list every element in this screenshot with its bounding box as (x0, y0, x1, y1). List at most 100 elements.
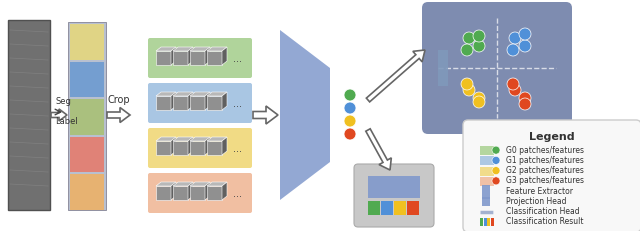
Bar (480, 218, 483, 226)
Polygon shape (173, 137, 193, 141)
Circle shape (509, 32, 521, 44)
Text: ...: ... (234, 54, 243, 64)
Bar (156, 186, 171, 200)
Text: Classification Head: Classification Head (506, 207, 580, 216)
Circle shape (461, 44, 473, 56)
Text: G0 patches/features: G0 patches/features (506, 146, 584, 155)
Bar (490, 218, 493, 226)
Bar (190, 141, 205, 155)
Polygon shape (205, 137, 210, 155)
Text: Feature Extractor: Feature Extractor (506, 187, 573, 196)
Polygon shape (205, 92, 210, 110)
Bar (70, 24, 104, 60)
Polygon shape (190, 92, 210, 96)
Circle shape (492, 177, 500, 185)
FancyBboxPatch shape (354, 164, 434, 227)
Text: G2 patches/features: G2 patches/features (506, 166, 584, 175)
Text: Crop: Crop (107, 95, 130, 105)
Circle shape (507, 78, 519, 90)
Circle shape (492, 167, 500, 175)
Bar (70, 174, 104, 210)
Bar (487, 218, 490, 226)
Bar (381, 201, 393, 215)
Text: Seg: Seg (55, 97, 71, 106)
Circle shape (509, 84, 521, 96)
Bar (156, 51, 171, 65)
Circle shape (519, 40, 531, 52)
Circle shape (463, 32, 475, 44)
Circle shape (519, 92, 531, 104)
Circle shape (473, 30, 485, 42)
FancyBboxPatch shape (148, 173, 252, 213)
Polygon shape (188, 137, 193, 155)
Bar (407, 201, 419, 215)
Circle shape (519, 98, 531, 110)
Text: Projection Head: Projection Head (506, 197, 566, 206)
Bar (173, 51, 188, 65)
Polygon shape (188, 47, 193, 65)
Bar (70, 99, 104, 135)
Bar (482, 185, 490, 199)
Bar (368, 201, 380, 215)
Polygon shape (366, 50, 425, 102)
Text: ...: ... (234, 144, 243, 154)
Bar (173, 141, 188, 155)
Bar (70, 137, 104, 172)
Bar (68, 22, 106, 210)
Circle shape (507, 44, 519, 56)
FancyBboxPatch shape (148, 83, 252, 123)
Circle shape (344, 115, 356, 127)
Polygon shape (171, 137, 176, 155)
Polygon shape (190, 137, 210, 141)
Polygon shape (205, 47, 210, 65)
Polygon shape (156, 92, 176, 96)
Bar (70, 62, 104, 97)
Bar (190, 96, 205, 110)
Bar (480, 146, 494, 155)
Bar (8, 20, 50, 210)
Circle shape (344, 102, 356, 114)
Bar (190, 186, 205, 200)
Text: G3 patches/features: G3 patches/features (506, 176, 584, 185)
Polygon shape (222, 92, 227, 110)
FancyBboxPatch shape (148, 128, 252, 168)
Polygon shape (188, 92, 193, 110)
Circle shape (473, 96, 485, 108)
Text: ...: ... (234, 99, 243, 109)
Text: ...: ... (234, 189, 243, 199)
Polygon shape (222, 137, 227, 155)
Polygon shape (173, 92, 193, 96)
Bar (482, 197, 490, 206)
Polygon shape (107, 107, 130, 122)
Polygon shape (156, 137, 176, 141)
FancyBboxPatch shape (422, 2, 572, 134)
Bar (483, 218, 486, 226)
Bar (480, 167, 494, 176)
Bar (207, 51, 222, 65)
Polygon shape (188, 182, 193, 200)
Bar (173, 96, 188, 110)
Bar (207, 96, 222, 110)
Polygon shape (207, 137, 227, 141)
Polygon shape (156, 47, 176, 51)
Polygon shape (51, 109, 67, 121)
Text: Classification Result: Classification Result (506, 217, 584, 226)
Circle shape (461, 78, 473, 90)
Polygon shape (207, 182, 227, 186)
Polygon shape (171, 92, 176, 110)
Text: Legend: Legend (529, 132, 575, 142)
Polygon shape (171, 182, 176, 200)
Bar (207, 186, 222, 200)
Bar (173, 186, 188, 200)
Bar (190, 51, 205, 65)
Polygon shape (280, 30, 330, 200)
FancyBboxPatch shape (463, 120, 640, 231)
Bar (368, 176, 420, 198)
Polygon shape (222, 47, 227, 65)
Bar (156, 96, 171, 110)
Polygon shape (173, 182, 193, 186)
Circle shape (344, 128, 356, 140)
Polygon shape (205, 182, 210, 200)
Polygon shape (207, 47, 227, 51)
Polygon shape (366, 129, 391, 170)
